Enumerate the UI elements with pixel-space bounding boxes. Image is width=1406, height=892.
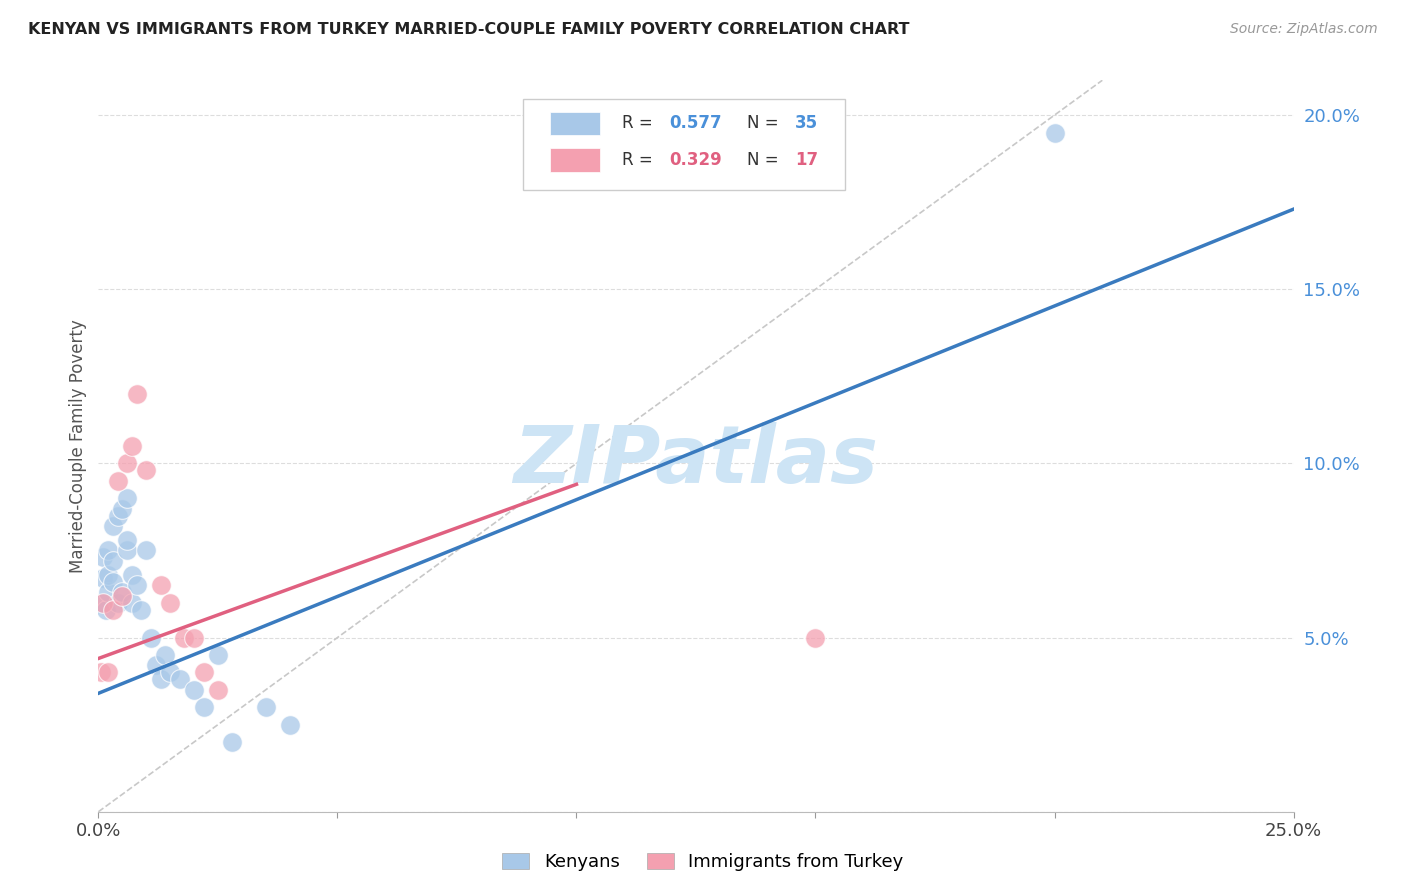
Point — [804, 631, 827, 645]
Point — [207, 648, 229, 662]
Point — [221, 735, 243, 749]
Text: 0.329: 0.329 — [669, 151, 723, 169]
Point — [101, 519, 124, 533]
Point — [107, 474, 129, 488]
Point — [111, 585, 134, 599]
FancyBboxPatch shape — [550, 148, 600, 171]
Point — [155, 648, 177, 662]
Point — [173, 631, 195, 645]
Point — [183, 682, 205, 697]
Text: R =: R = — [621, 151, 658, 169]
Point — [254, 700, 277, 714]
Point — [107, 508, 129, 523]
Point — [149, 673, 172, 687]
Point — [101, 603, 124, 617]
Point — [145, 658, 167, 673]
Text: R =: R = — [621, 114, 658, 132]
Point — [90, 596, 112, 610]
Text: Source: ZipAtlas.com: Source: ZipAtlas.com — [1230, 22, 1378, 37]
Point — [91, 596, 114, 610]
Text: N =: N = — [748, 114, 785, 132]
Text: 35: 35 — [796, 114, 818, 132]
Point — [139, 631, 162, 645]
Legend: Kenyans, Immigrants from Turkey: Kenyans, Immigrants from Turkey — [495, 846, 911, 879]
Point — [207, 682, 229, 697]
Point — [97, 567, 120, 582]
Text: KENYAN VS IMMIGRANTS FROM TURKEY MARRIED-COUPLE FAMILY POVERTY CORRELATION CHART: KENYAN VS IMMIGRANTS FROM TURKEY MARRIED… — [28, 22, 910, 37]
Point — [107, 596, 129, 610]
Point — [135, 543, 157, 558]
Point — [115, 491, 138, 506]
Point — [97, 665, 120, 680]
Point — [101, 574, 124, 589]
Point — [115, 543, 138, 558]
Text: 0.577: 0.577 — [669, 114, 723, 132]
Point — [1043, 126, 1066, 140]
Point — [121, 596, 143, 610]
Point — [111, 589, 134, 603]
Point — [193, 700, 215, 714]
Text: N =: N = — [748, 151, 785, 169]
Point — [135, 463, 157, 477]
Point — [278, 717, 301, 731]
Point — [121, 567, 143, 582]
Point — [90, 665, 112, 680]
Point — [115, 457, 138, 471]
Point — [91, 571, 114, 585]
Point — [131, 603, 153, 617]
Point — [97, 543, 120, 558]
Text: ZIPatlas: ZIPatlas — [513, 422, 879, 500]
Point — [111, 501, 134, 516]
Point — [115, 533, 138, 547]
Point — [94, 603, 117, 617]
Point — [121, 439, 143, 453]
Point — [183, 631, 205, 645]
Point — [101, 554, 124, 568]
Point — [91, 550, 114, 565]
FancyBboxPatch shape — [523, 99, 845, 190]
Point — [97, 585, 120, 599]
Point — [169, 673, 191, 687]
Point — [125, 386, 148, 401]
Text: 17: 17 — [796, 151, 818, 169]
FancyBboxPatch shape — [550, 112, 600, 135]
Point — [125, 578, 148, 592]
Point — [159, 665, 181, 680]
Point — [193, 665, 215, 680]
Point — [149, 578, 172, 592]
Y-axis label: Married-Couple Family Poverty: Married-Couple Family Poverty — [69, 319, 87, 573]
Point — [159, 596, 181, 610]
